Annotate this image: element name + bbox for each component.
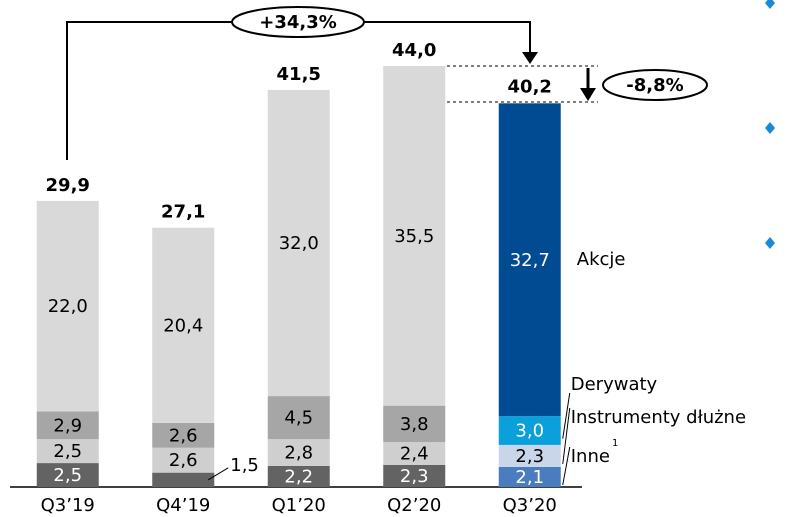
value-label: 20,4: [163, 315, 203, 336]
x-tick-label: Q1’20: [272, 495, 326, 516]
bar-segment: [498, 416, 561, 445]
value-label: 2,1: [515, 467, 544, 488]
value-label: 2,4: [400, 444, 429, 465]
total-label: 29,9: [46, 175, 90, 196]
legend-label: Instrumenty dłużne: [571, 407, 746, 428]
value-label: 2,6: [169, 450, 198, 471]
bar-segment: [383, 66, 446, 406]
bar-segment: [36, 463, 99, 487]
value-label: 35,5: [394, 226, 434, 247]
annotations: +34,3% -8,8%: [66, 6, 708, 160]
value-label: 2,8: [284, 443, 313, 464]
arrow-head: [580, 88, 596, 101]
bar-segment: [267, 439, 330, 466]
value-label: 32,7: [510, 250, 550, 271]
legend-label: Inne: [571, 446, 610, 467]
bullet: [765, 122, 775, 134]
value-label: 2,9: [53, 415, 82, 436]
bar-segment: [383, 405, 446, 443]
value-label: 32,0: [279, 233, 319, 254]
bar-segment: [498, 444, 561, 467]
value-label: 1,5: [230, 455, 259, 476]
bar-segment: [36, 439, 99, 464]
total-label: 27,1: [161, 202, 205, 223]
value-label: 2,6: [169, 425, 198, 446]
total-label: 40,2: [508, 76, 552, 97]
total-label: 44,0: [392, 40, 436, 61]
annotation: +34,3%: [259, 12, 337, 33]
value-label: 2,3: [400, 466, 429, 487]
value-label: 4,5: [284, 408, 313, 429]
footnote-marker: 1: [612, 438, 618, 449]
bracket: [363, 21, 531, 58]
bar-segment: [36, 200, 99, 412]
total-label: 41,5: [277, 64, 321, 85]
x-tick-label: Q3’19: [41, 495, 95, 516]
annotation-oval: [602, 69, 708, 101]
bar-segment: [152, 422, 215, 448]
bar-segment: [152, 472, 215, 487]
legend-label: Derywaty: [571, 374, 658, 395]
bar-segment: [152, 447, 215, 473]
bar-segment: [267, 465, 330, 487]
bar-segment: [383, 442, 446, 465]
x-tick-label: Q4’19: [156, 495, 210, 516]
x-tick-label: Q2’20: [387, 495, 441, 516]
bar-segment: [383, 464, 446, 487]
annotation: -8,8%: [626, 75, 683, 96]
bullet: [765, 0, 775, 9]
value-label: 2,3: [515, 446, 544, 467]
value-label: 22,0: [48, 296, 88, 317]
value-label: 3,8: [400, 414, 429, 435]
bracket: [66, 21, 233, 160]
bar-segment: [267, 396, 330, 440]
x-tick-label: Q3’20: [503, 495, 557, 516]
value-label: 2,5: [53, 465, 82, 486]
leader-line: [207, 467, 229, 481]
value-label: 3,0: [515, 421, 544, 442]
leader-line: [562, 392, 571, 439]
bar-segment: [267, 89, 330, 397]
bar-segment: [36, 411, 99, 440]
bullet: [765, 237, 775, 249]
value-label: 2,5: [53, 441, 82, 462]
bar-segment: [498, 103, 561, 417]
annotation-oval: [231, 6, 365, 38]
arrow-head: [522, 52, 538, 64]
leader-line: [562, 407, 571, 464]
bar-segment: [152, 227, 215, 423]
bar-segment: [498, 466, 561, 487]
legend-label: Akcje: [577, 249, 626, 270]
value-label: 2,2: [284, 466, 313, 487]
bullets: [765, 0, 775, 249]
leader-line: [562, 446, 571, 486]
